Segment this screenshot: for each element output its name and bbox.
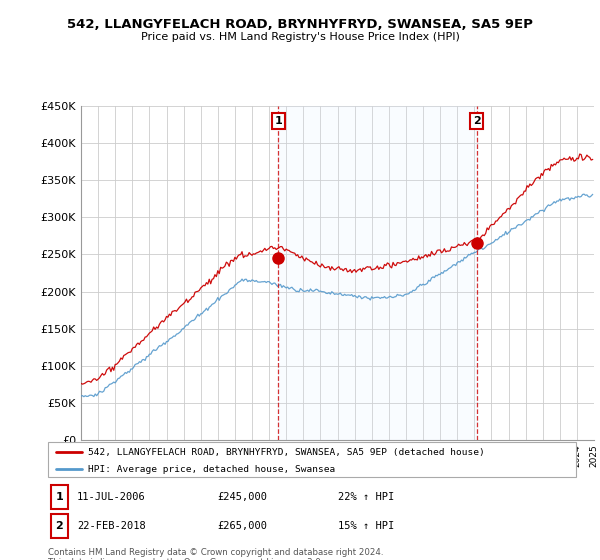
Text: 542, LLANGYFELACH ROAD, BRYNHYFRYD, SWANSEA, SA5 9EP: 542, LLANGYFELACH ROAD, BRYNHYFRYD, SWAN…: [67, 18, 533, 31]
Bar: [278, 106, 476, 440]
Text: 11-JUL-2006: 11-JUL-2006: [77, 492, 146, 502]
Text: 2: 2: [55, 521, 63, 531]
Text: 542, LLANGYFELACH ROAD, BRYNHYFRYD, SWANSEA, SA5 9EP (detached house): 542, LLANGYFELACH ROAD, BRYNHYFRYD, SWAN…: [88, 447, 484, 456]
Text: HPI: Average price, detached house, Swansea: HPI: Average price, detached house, Swan…: [88, 465, 335, 474]
Text: 2: 2: [473, 116, 481, 126]
Text: Contains HM Land Registry data © Crown copyright and database right 2024.
This d: Contains HM Land Registry data © Crown c…: [48, 548, 383, 560]
Text: Price paid vs. HM Land Registry's House Price Index (HPI): Price paid vs. HM Land Registry's House …: [140, 32, 460, 43]
Text: 22% ↑ HPI: 22% ↑ HPI: [338, 492, 395, 502]
FancyBboxPatch shape: [50, 514, 68, 538]
Text: £245,000: £245,000: [217, 492, 267, 502]
Text: 15% ↑ HPI: 15% ↑ HPI: [338, 521, 395, 531]
Text: £265,000: £265,000: [217, 521, 267, 531]
FancyBboxPatch shape: [48, 442, 576, 477]
Text: 1: 1: [274, 116, 282, 126]
Text: 1: 1: [55, 492, 63, 502]
FancyBboxPatch shape: [50, 485, 68, 509]
Text: 22-FEB-2018: 22-FEB-2018: [77, 521, 146, 531]
